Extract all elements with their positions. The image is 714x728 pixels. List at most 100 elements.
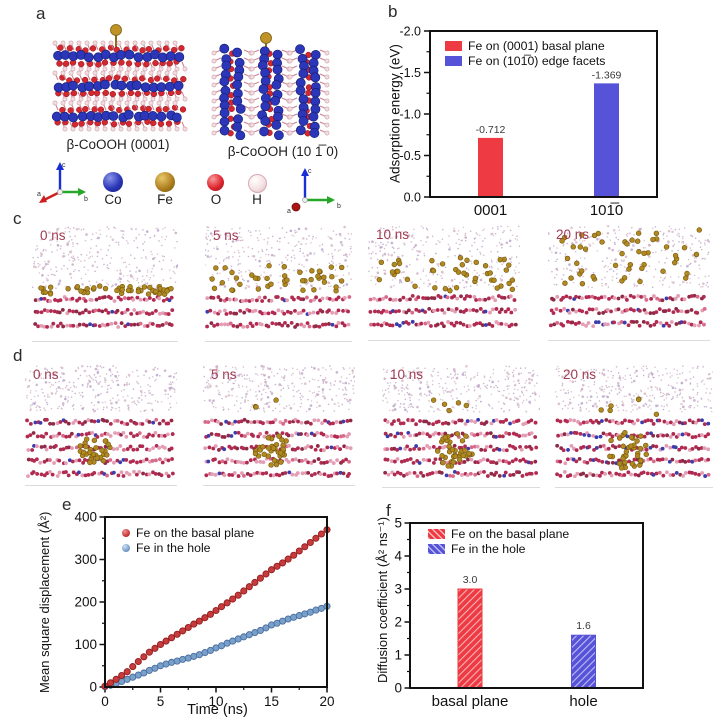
y-tick-label: -0.5 [399,149,421,163]
data-point [212,606,220,615]
data-point [262,624,270,632]
svg-text:c: c [62,162,66,169]
legend-item: Fe in the hole [428,542,569,556]
data-point [217,603,226,611]
bar-value-label: -1.369 [592,69,622,81]
legend-label: Fe in the hole [136,541,211,555]
y-tick-label: -2.0 [399,24,421,38]
x-category-label: 0001 [474,202,507,215]
data-point [151,644,159,652]
data-point [312,534,320,542]
chart-e-legend: Fe on the basal plane Fe in the hole [122,526,255,555]
time-label: 20 ns [556,227,590,242]
data-point [301,543,309,551]
md-snapshot-d-1: 5 ns [203,362,355,486]
legend-item: Fe in the hole [122,541,254,555]
data-point [256,574,264,582]
y-tick-label: -1.5 [399,66,421,80]
time-label: 10 ns [390,367,424,382]
y-tick-label: 0.0 [404,190,421,204]
data-point [234,591,242,599]
x-category-label: hole [569,693,597,710]
x-tick-label: 20 [319,694,334,709]
data-point [290,551,298,559]
svg-text:a: a [287,208,291,214]
chart-f-y-axis-label: Diffusion coefficient (Å² ns⁻¹) [375,516,390,684]
md-snapshot-c-3: 20 ns [548,222,710,341]
y-tick-label: 2 [394,615,402,630]
legend-swatch-red-hatched [428,529,445,539]
md-snapshot-c-1: 5 ns [205,223,352,342]
x-category-label: 101̅0 [590,202,623,215]
data-point [201,614,209,622]
panel-label-e: e [62,495,72,514]
x-tick-label: 5 [157,694,165,709]
chart-f-legend: Fe on the basal plane Fe in the hole [428,527,570,556]
y-tick-label: 5 [394,516,402,531]
x-tick-label: 0 [101,694,109,709]
time-label: 5 ns [213,228,239,243]
h-atom-icon [248,174,267,193]
y-tick-label: 0 [394,681,402,696]
data-point [262,570,270,578]
legend-label: Fe on the basal plane [451,527,570,541]
time-label: 0 ns [33,367,59,382]
time-label: 10 ns [376,227,410,242]
y-tick-label: 1 [394,648,402,663]
co-atom-icon [103,172,123,192]
data-point [112,675,120,683]
diffusion-coefficient-chart: 3.0 basal plane 1.6 hole 0 1 2 3 4 5 [394,516,644,710]
y-tick-label: 200 [74,595,97,610]
data-point [173,630,181,638]
caption-basal-plane: β-CoOOH (0001) [66,137,170,152]
legend-swatch-red [445,41,462,51]
bar-value-label: -0.712 [476,124,506,136]
data-point [162,637,170,645]
data-point [184,623,192,632]
time-label: 20 ns [563,367,597,382]
legend-marker-blue [122,544,130,552]
bar-hole [571,634,596,689]
fe-atom-label: Fe [157,192,173,207]
md-snapshot-d-0: 0 ns [25,362,177,486]
legend-label: Fe in the hole [451,542,526,556]
data-point [240,587,248,595]
bar-0001 [478,137,503,197]
data-point [317,530,326,538]
data-point [118,671,126,680]
time-label: 5 ns [211,367,237,382]
legend-swatch-blue-hatched [428,544,445,554]
time-label: 0 ns [40,228,66,243]
legend-marker-red [122,529,130,537]
data-point [140,653,148,661]
md-snapshot-c-0: 0 ns [32,223,178,342]
panel-label-b: b [388,2,398,21]
data-point [229,595,237,603]
y-tick-label: 0 [89,680,97,695]
legend-item: Fe on (101̅0) edge facets [445,54,605,68]
o-atom-icon [207,174,224,191]
chart-e-x-axis-label: Time (ns) [187,702,248,718]
data-point [168,634,176,642]
md-snapshot-d-3: 20 ns [555,362,713,488]
panel-label-c: c [13,209,22,228]
data-point [129,663,137,671]
data-point [223,599,231,607]
data-point [190,620,198,628]
legend-label: Fe on the basal plane [136,526,255,540]
svg-text:a: a [37,191,41,198]
axis-triad-right-icon: c b a [287,168,341,214]
panel-label-d: d [13,346,23,365]
legend-item: Fe on the basal plane [122,526,255,540]
structure-basal-plane-image [51,24,188,132]
svg-text:b: b [337,203,341,210]
bar-basal plane [457,588,483,689]
y-tick-label: 100 [74,637,97,652]
legend-item: Fe on the basal plane [428,527,570,541]
chart-e-y-axis-label: Mean square displacement (Å²) [37,511,52,694]
legend-label: Fe on (0001) basal plane [468,39,605,53]
y-tick-label: 300 [74,552,97,567]
axis-triad-left-icon: c b a [37,162,88,203]
